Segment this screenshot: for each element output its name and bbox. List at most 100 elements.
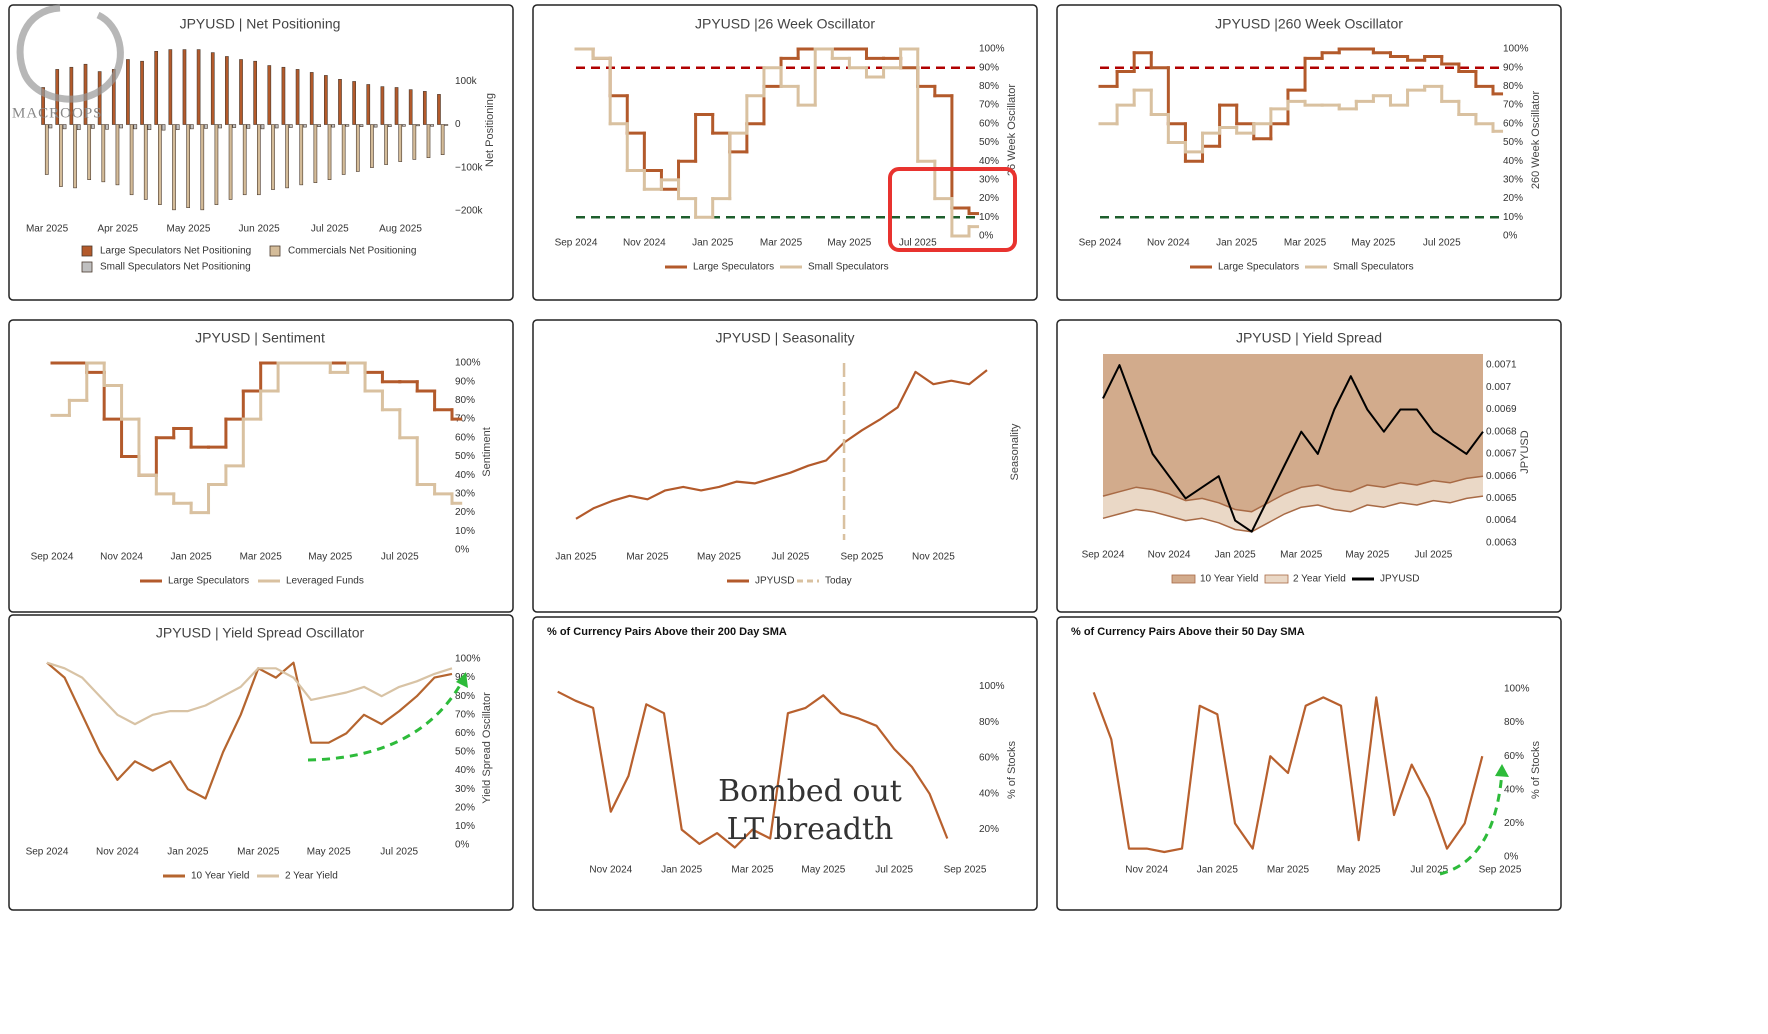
y-tick-label: 80%	[455, 395, 475, 406]
x-tick-label: Mar 2025	[731, 865, 774, 876]
logo-ring	[16, 4, 124, 103]
legend-label: JPYUSD	[1380, 574, 1419, 585]
chart-title: JPYUSD | Seasonality	[715, 330, 854, 346]
legend-label: Leveraged Funds	[286, 576, 364, 587]
y-tick-label: 60%	[1503, 118, 1523, 129]
arrowhead	[1495, 764, 1509, 777]
x-tick-label: Jul 2025	[1415, 550, 1453, 561]
line	[1102, 364, 1484, 533]
bar	[210, 52, 215, 125]
bar	[313, 124, 318, 183]
x-tick-label: Sep 2025	[1479, 865, 1522, 876]
bar	[331, 124, 336, 128]
legend-label: 10 Year Yield	[191, 871, 249, 882]
panel	[1056, 4, 1562, 301]
bar	[370, 124, 374, 168]
chart-title: JPYUSD |26 Week Oscillator	[695, 16, 875, 32]
y-tick-label: 10%	[979, 212, 999, 223]
x-tick-label: Jan 2025	[555, 552, 597, 563]
bar	[186, 124, 190, 208]
y-tick-label: 0.0071	[1486, 360, 1517, 371]
legend-swatch	[81, 245, 93, 257]
logo-text: MACROOPS	[12, 105, 103, 121]
y-tick-label: 0%	[455, 840, 470, 851]
legend-label: Small Speculators Net Positioning	[100, 262, 251, 273]
y-tick-label: 20%	[979, 193, 999, 204]
bar	[274, 124, 279, 129]
y-tick-label: 0%	[455, 545, 470, 556]
y-tick-label: 90%	[455, 376, 475, 387]
x-tick-label: Jul 2025	[381, 552, 419, 563]
y-tick-label: 0.007	[1486, 382, 1511, 393]
x-tick-label: Jan 2025	[1197, 865, 1239, 876]
y-tick-label: 0.0069	[1486, 404, 1517, 415]
panel	[8, 614, 514, 911]
bar	[437, 94, 441, 125]
bar	[140, 60, 144, 125]
y-tick-label: 0.0064	[1486, 515, 1517, 526]
bar	[111, 69, 116, 125]
x-tick-label: Jul 2025	[1423, 238, 1461, 249]
line	[46, 661, 453, 800]
y-axis-label: Seasonality	[1009, 423, 1021, 480]
bar	[256, 124, 261, 196]
x-tick-label: May 2025	[801, 865, 845, 876]
x-tick-label: Mar 2025	[1267, 865, 1310, 876]
logo: MACROOPS	[12, 4, 124, 121]
x-tick-label: May 2025	[827, 238, 871, 249]
bar	[384, 124, 388, 165]
y-axis-label: 26 Week Oscillator	[1006, 84, 1018, 176]
y-tick-label: 0	[455, 119, 461, 130]
x-tick-label: May 2025	[308, 552, 352, 563]
legend-label: JPYUSD	[755, 576, 794, 587]
x-tick-label: Sep 2024	[1079, 238, 1122, 249]
y-tick-label: 100%	[455, 358, 481, 369]
y-tick-label: 70%	[455, 414, 475, 425]
x-tick-label: Nov 2024	[623, 238, 666, 249]
bar	[281, 66, 286, 125]
bar	[225, 56, 229, 125]
y-tick-label: 40%	[979, 788, 999, 799]
y-tick-label: 0.0066	[1486, 471, 1517, 482]
arrowhead	[456, 672, 468, 688]
y-axis-label: % of Stocks	[1006, 740, 1018, 799]
bar	[189, 124, 194, 130]
y-tick-label: 100%	[979, 44, 1005, 55]
legend-label: Large Speculators	[1218, 262, 1299, 273]
bar	[154, 51, 159, 125]
x-tick-label: Mar 2025	[1280, 550, 1323, 561]
chart-title: % of Currency Pairs Above their 200 Day …	[547, 626, 787, 638]
legend-label: 2 Year Yield	[1293, 574, 1346, 585]
y-tick-label: 60%	[979, 118, 999, 129]
bar	[380, 86, 385, 125]
x-tick-label: Mar 2025	[26, 224, 69, 235]
bar	[295, 69, 300, 125]
panel	[8, 4, 514, 301]
bar	[345, 124, 350, 127]
bar	[355, 124, 360, 172]
y-tick-label: −200k	[455, 205, 484, 216]
bar	[373, 124, 378, 128]
x-tick-label: Mar 2025	[237, 847, 280, 858]
x-tick-label: May 2025	[307, 847, 351, 858]
y-tick-label: 60%	[455, 728, 475, 739]
overlay: MACROOPS	[12, 4, 1509, 876]
x-tick-label: Jul 2025	[772, 552, 810, 563]
y-tick-label: 90%	[1503, 62, 1523, 73]
bar	[412, 124, 417, 160]
y-tick-label: 40%	[1503, 156, 1523, 167]
x-tick-label: May 2025	[1345, 550, 1389, 561]
highlight-box	[888, 167, 1017, 252]
x-tick-label: Sep 2024	[555, 238, 598, 249]
bar	[73, 124, 77, 189]
bar	[366, 84, 371, 125]
bar	[218, 124, 222, 129]
bar	[422, 91, 427, 125]
y-tick-label: 50%	[455, 451, 475, 462]
bar	[271, 124, 275, 190]
legend-label: Small Speculators	[808, 262, 889, 273]
legend-swatch	[1171, 574, 1196, 584]
legend-swatch	[1264, 574, 1289, 584]
x-tick-label: Mar 2025	[626, 552, 669, 563]
y-axis-label: JPYUSD	[1519, 430, 1531, 473]
